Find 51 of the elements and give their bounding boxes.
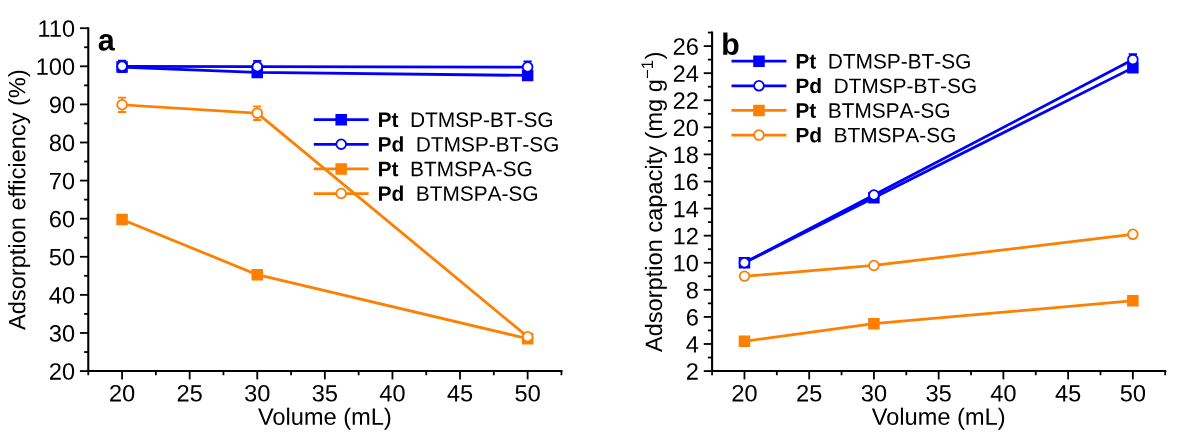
x-tick-label: 45 [1055,385,1081,402]
y-tick-label: 6 [686,308,698,326]
x-tick-label: 30 [861,384,887,402]
y-tick-label: 50 [49,248,75,266]
x-axis-title: Volume (mL) [258,407,391,430]
y-tick-label: 40 [49,286,75,304]
y-axis-title: Adsorption efficiency (%) [8,70,31,330]
y-axis-title: Adsorption capacity (mg g$^{−1}$) [641,53,667,353]
y-tick-label: 10 [674,254,698,272]
y-tick-label: 100 [37,58,75,76]
y-tick-label: 24 [673,65,699,82]
y-tick-label: 22 [673,92,698,109]
legend-label: Pd DTMSP-BT-SG [796,77,976,94]
y-tick-label: 110 [39,20,75,37]
x-tick-label: 20 [732,384,757,402]
y-tick-label: 70 [50,172,75,190]
legend-label: Pd DTMSP-BT-SG [379,136,558,152]
x-tick-label: 40 [379,384,405,402]
y-tick-label: 8 [686,281,698,299]
x-axis-title: Volume (mL) [871,407,1005,430]
y-tick-label: 2 [686,363,698,380]
y-tick-label: 30 [49,325,75,342]
y-tick-label: 20 [673,119,698,137]
y-tick-label: 18 [674,146,698,164]
x-tick-label: 35 [312,384,337,402]
legend-label: Pd BTMSPA-SG [379,185,537,201]
x-tick-label: 35 [926,384,951,402]
x-tick-label: 25 [797,384,822,402]
y-tick-label: 12 [674,227,698,245]
y-tick-label: 60 [50,210,75,228]
y-tick-label: 14 [674,200,699,218]
y-tick-label: 80 [49,134,75,152]
legend-label: Pt DTMSP-BT-SG [379,112,553,128]
x-tick-label: 50 [1120,384,1146,402]
y-tick-label: 90 [49,96,75,114]
x-tick-label: 45 [447,385,473,402]
legend-label: Pt BTMSPA-SG [379,161,532,177]
x-tick-label: 40 [990,384,1016,402]
y-tick-label: 20 [50,363,75,380]
y-tick-label: 4 [686,336,699,353]
x-tick-label: 50 [515,384,540,402]
legend-label: Pt BTMSPA-SG [796,103,949,118]
x-tick-label: 20 [110,384,135,402]
y-tick-label: 16 [674,173,698,191]
y-tick-label: 26 [673,38,698,55]
legend-label: Pt DTMSP-BT-SG [796,53,970,69]
x-tick-label: 30 [245,384,270,402]
annotation: a [98,33,115,51]
annotation: b [723,32,739,55]
x-tick-label: 25 [177,384,202,402]
legend-label: Pd BTMSPA-SG [796,127,955,143]
